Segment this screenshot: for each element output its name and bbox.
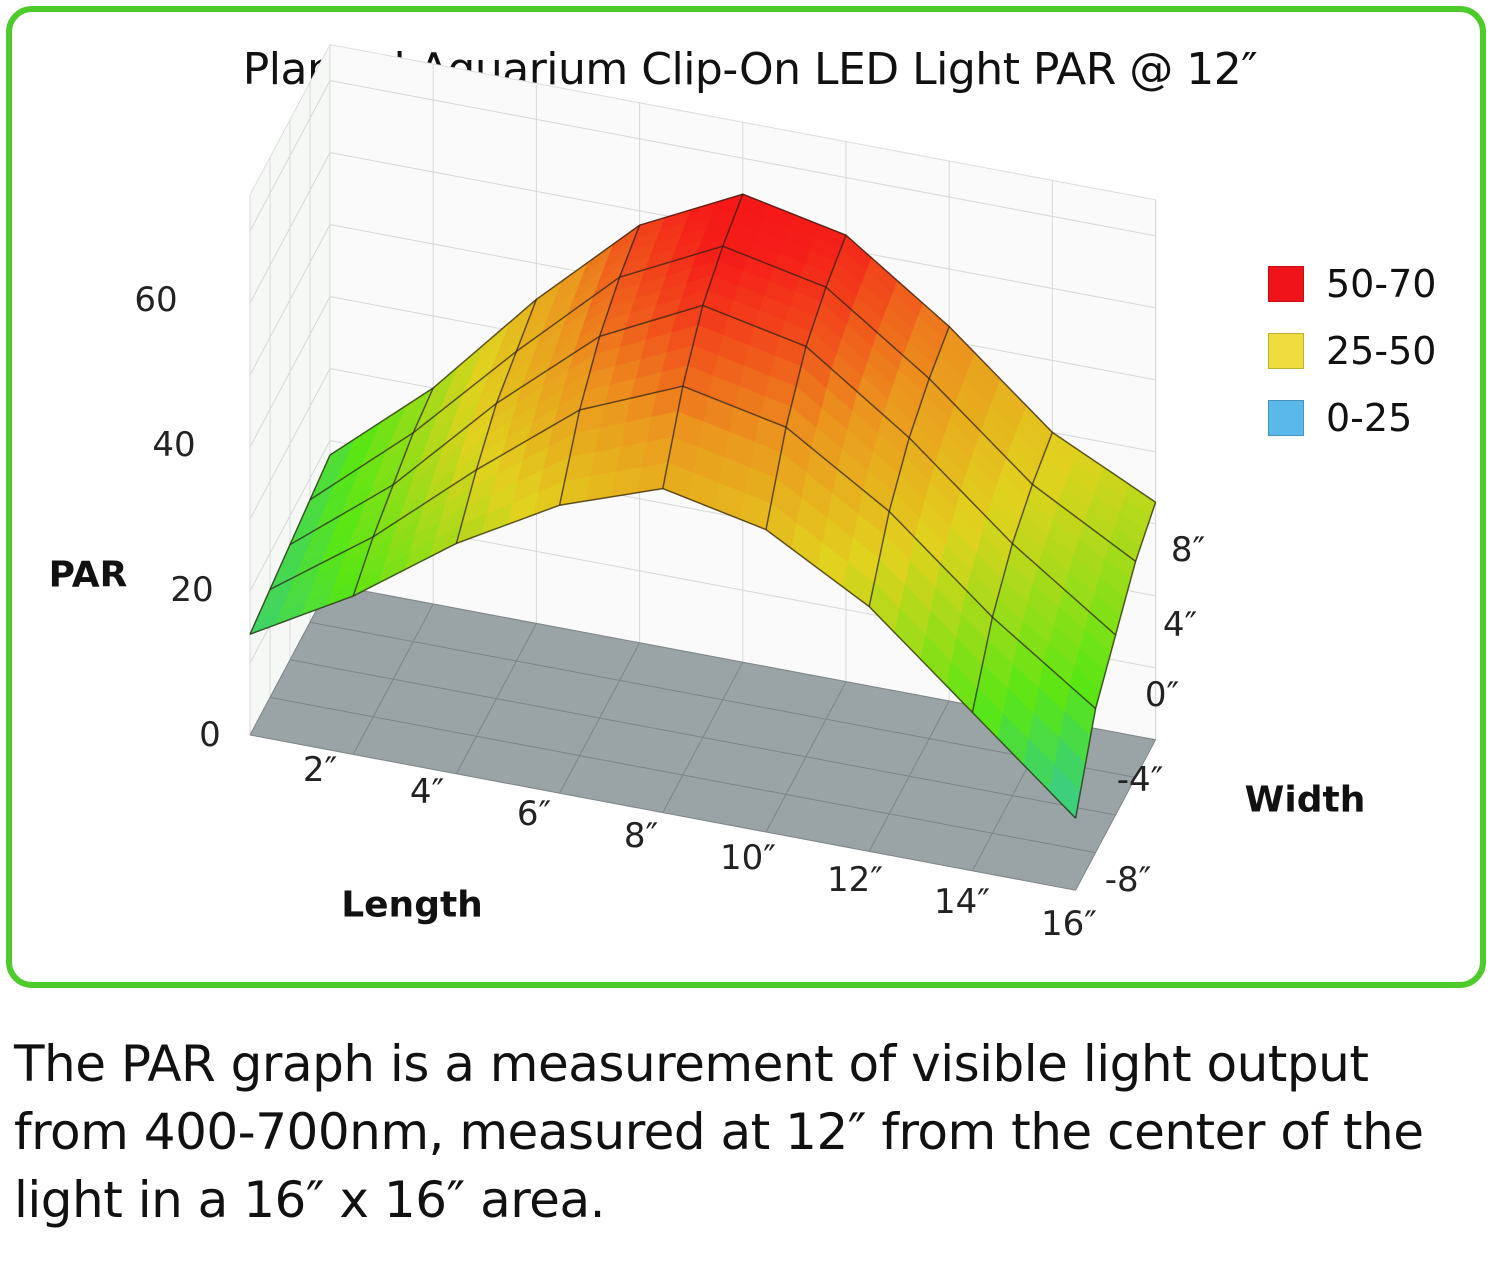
z-tick-label: 40	[152, 425, 196, 465]
legend-swatch-blue	[1268, 399, 1304, 436]
floor-gridline	[249, 734, 1076, 891]
legend-swatch-red	[1268, 265, 1304, 302]
surface-gridline	[868, 326, 950, 607]
legend-item: 0-25	[1268, 384, 1436, 451]
z-axis-label: PAR	[48, 554, 128, 596]
x-tick-label: 8″	[623, 816, 659, 856]
x-tick-label: 6″	[516, 794, 552, 834]
x-tick-label: 10″	[720, 838, 776, 878]
surface-gridline	[971, 432, 1054, 713]
x-tick-label: 16″	[1041, 904, 1097, 944]
x-axis-label: Length	[341, 884, 483, 926]
y-tick-label: -8″	[1104, 860, 1152, 900]
surface-gridline	[249, 454, 331, 635]
surface-gridline	[662, 193, 744, 489]
x-tick-label: 14″	[934, 882, 990, 922]
floor-gridline	[309, 621, 1136, 778]
x-tick-label: 4″	[409, 772, 445, 812]
y-tick-label: -4″	[1116, 760, 1164, 800]
x-tick-label: 2″	[302, 750, 338, 790]
floor-gridline	[289, 659, 1116, 816]
z-tick-label: 60	[134, 280, 178, 320]
x-tick-label: 12″	[827, 860, 883, 900]
surface-gridline	[1074, 501, 1157, 819]
y-tick-label: 8″	[1170, 530, 1206, 570]
y-axis-label: Width	[1244, 779, 1366, 821]
z-tick-label: 0	[199, 715, 221, 755]
y-tick-label: 4″	[1162, 605, 1198, 645]
legend-item: 25-50	[1268, 317, 1436, 384]
surface-gridline	[558, 224, 641, 506]
legend: 50-70 25-50 0-25	[1268, 250, 1436, 451]
floor-gridline	[269, 696, 1096, 854]
legend-label: 0-25	[1326, 395, 1413, 440]
legend-label: 50-70	[1326, 261, 1437, 306]
y-tick-label: 0″	[1144, 675, 1180, 715]
surface-plot	[249, 43, 1157, 891]
z-tick-label: 20	[170, 570, 214, 610]
surface-gridline	[455, 299, 538, 544]
surface-gridline	[352, 387, 434, 597]
surface-gridline	[765, 234, 847, 530]
legend-item: 50-70	[1268, 250, 1436, 317]
caption: The PAR graph is a measurement of visibl…	[14, 1035, 1424, 1229]
legend-swatch-yellow	[1268, 332, 1304, 369]
legend-label: 25-50	[1326, 328, 1437, 373]
